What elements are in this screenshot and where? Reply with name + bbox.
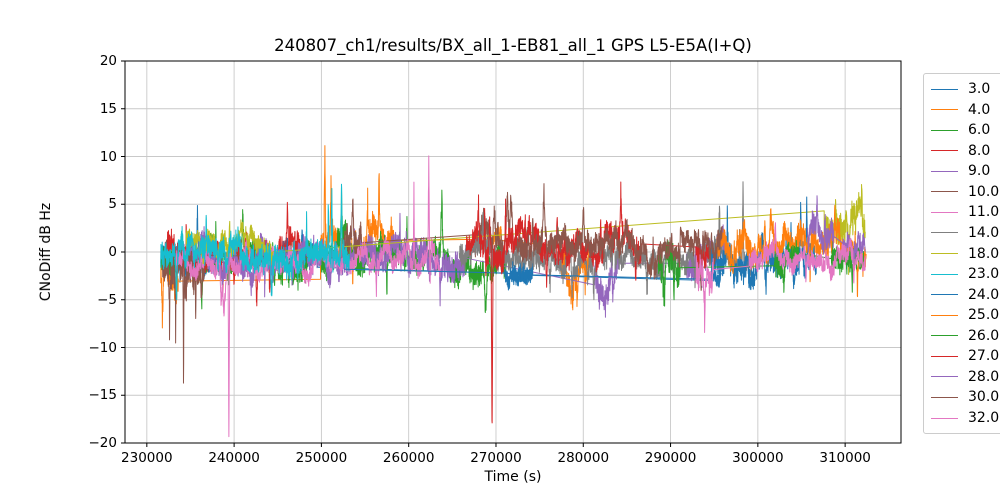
x-tick-label: 280000 bbox=[557, 450, 610, 466]
legend-line-swatch bbox=[931, 253, 958, 254]
legend-item: 30.0 bbox=[931, 387, 1000, 407]
legend-item: 28.0 bbox=[931, 367, 1000, 387]
legend-item-label: 11.0 bbox=[968, 204, 1000, 221]
legend-item: 23.0 bbox=[931, 264, 1000, 284]
legend-line-swatch bbox=[931, 396, 958, 398]
legend-item: 9.0 bbox=[931, 161, 1000, 181]
legend-line-swatch bbox=[931, 355, 958, 357]
legend-item: 18.0 bbox=[931, 244, 1000, 264]
legend-line-swatch bbox=[931, 191, 958, 193]
legend-item: 3.0 bbox=[931, 79, 1000, 99]
legend-line-swatch bbox=[931, 314, 958, 316]
legend-item-label: 3.0 bbox=[968, 81, 991, 97]
x-tick-label: 240000 bbox=[208, 450, 260, 466]
x-tick-label: 300000 bbox=[732, 450, 784, 466]
legend-item-label: 27.0 bbox=[968, 348, 1000, 365]
y-tick-label: 20 bbox=[99, 53, 117, 69]
y-tick-label: −15 bbox=[88, 387, 118, 404]
legend-line-swatch bbox=[931, 211, 958, 213]
legend-item-label: 28.0 bbox=[968, 368, 1000, 385]
legend-line-swatch bbox=[931, 273, 958, 275]
legend-item-label: 30.0 bbox=[968, 389, 1000, 406]
x-tick-label: 260000 bbox=[382, 450, 435, 466]
legend: 3.0 4.0 6.0 8.0 9.0 10.0 11.0 14.0 18.0 23.0 24.0 2… bbox=[923, 73, 1000, 434]
legend-item-label: 18.0 bbox=[968, 245, 1000, 262]
y-tick-label: −5 bbox=[97, 291, 117, 308]
legend-item-label: 6.0 bbox=[968, 122, 991, 139]
legend-item-label: 9.0 bbox=[968, 163, 991, 180]
legend-line-swatch bbox=[931, 170, 958, 172]
legend-item-label: 24.0 bbox=[968, 286, 1000, 303]
legend-item-label: 8.0 bbox=[968, 142, 991, 159]
legend-item: 6.0 bbox=[931, 120, 1000, 140]
x-tick-label: 270000 bbox=[470, 450, 522, 466]
legend-item: 8.0 bbox=[931, 141, 1000, 161]
x-tick-label: 310000 bbox=[819, 450, 871, 466]
x-tick-label: 230000 bbox=[121, 450, 173, 466]
legend-item-label: 10.0 bbox=[968, 183, 1000, 200]
legend-item-label: 25.0 bbox=[968, 307, 1000, 324]
y-tick-label: 10 bbox=[99, 148, 117, 165]
legend-line-swatch bbox=[931, 129, 958, 131]
legend-item: 10.0 bbox=[931, 182, 1000, 202]
y-tick-label: 15 bbox=[99, 100, 117, 117]
legend-item: 11.0 bbox=[931, 202, 1000, 222]
legend-item: 26.0 bbox=[931, 326, 1000, 346]
y-tick-label: −20 bbox=[88, 435, 118, 451]
legend-item: 25.0 bbox=[931, 305, 1000, 325]
legend-item: 24.0 bbox=[931, 285, 1000, 305]
x-tick-label: 250000 bbox=[295, 450, 348, 466]
legend-line-swatch bbox=[931, 88, 958, 90]
legend-line-swatch bbox=[931, 376, 958, 378]
chart-title: 240807_ch1/results/BX_all_1-EB81_all_1 G… bbox=[274, 36, 752, 55]
legend-item-label: 32.0 bbox=[968, 410, 1000, 426]
legend-line-swatch bbox=[931, 109, 958, 111]
legend-line-swatch bbox=[931, 335, 958, 337]
legend-line-swatch bbox=[931, 232, 958, 234]
legend-item: 14.0 bbox=[931, 223, 1000, 243]
y-tick-label: −10 bbox=[88, 339, 118, 356]
legend-line-swatch bbox=[931, 417, 958, 419]
legend-item: 32.0 bbox=[931, 408, 1000, 428]
legend-item-label: 23.0 bbox=[968, 266, 1000, 283]
legend-line-swatch bbox=[931, 150, 958, 152]
legend-item: 4.0 bbox=[931, 100, 1000, 120]
x-axis-label: Time (s) bbox=[484, 469, 542, 485]
legend-item-label: 26.0 bbox=[968, 327, 1000, 344]
x-tick-label: 290000 bbox=[644, 450, 697, 466]
legend-line-swatch bbox=[931, 294, 958, 296]
y-tick-label: 0 bbox=[108, 244, 117, 260]
legend-item-label: 14.0 bbox=[968, 224, 1000, 241]
legend-item-label: 4.0 bbox=[968, 101, 991, 118]
legend-item: 27.0 bbox=[931, 346, 1000, 366]
y-tick-label: 5 bbox=[108, 196, 117, 213]
